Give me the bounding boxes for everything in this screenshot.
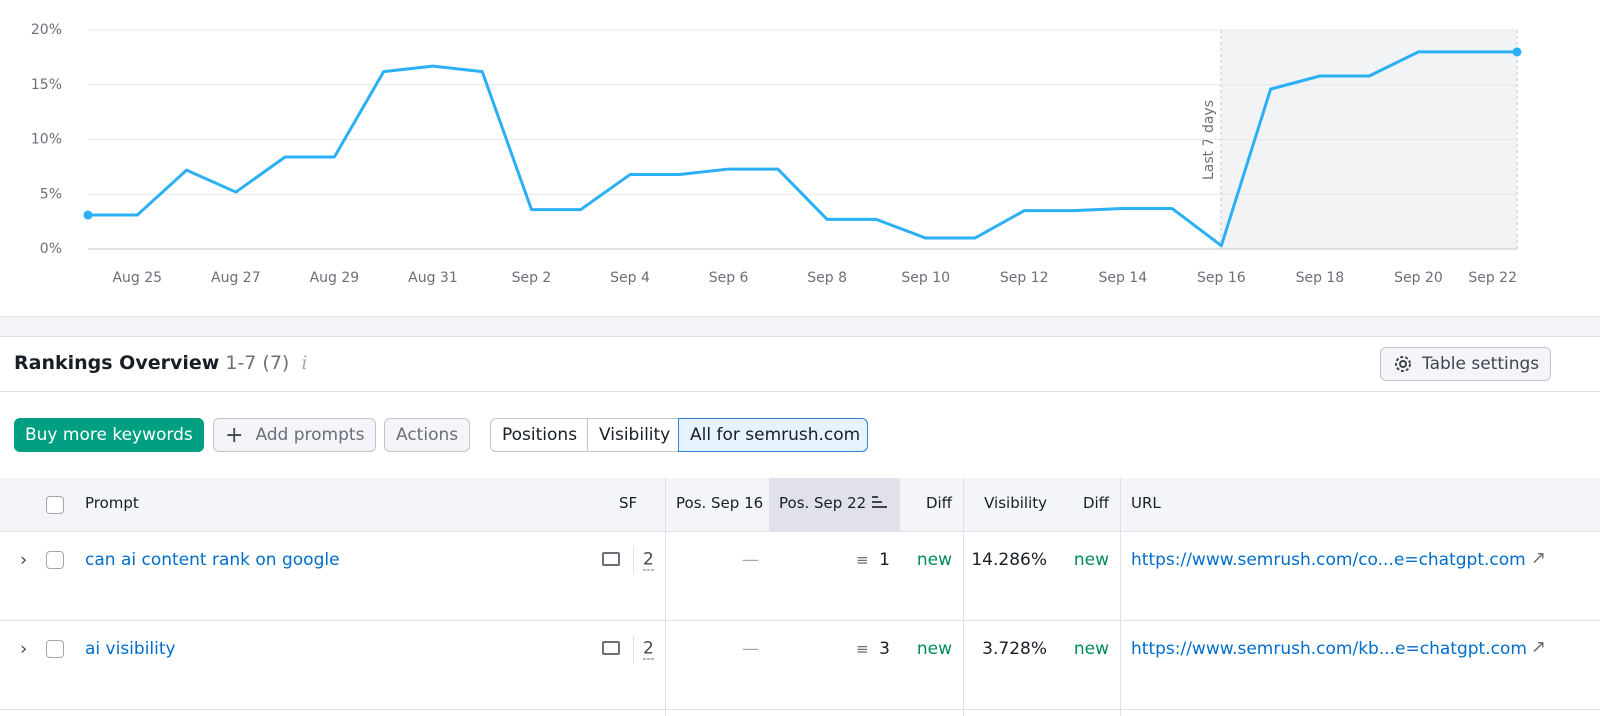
sorted-column <box>769 478 900 531</box>
x-tick-label: Sep 20 <box>1394 270 1443 286</box>
tab[interactable]: Visibility <box>587 418 679 452</box>
column-divider <box>963 478 964 716</box>
prompt-link[interactable]: ai visibility <box>85 639 176 659</box>
gear-icon <box>1395 356 1411 372</box>
tab-label: All for semrush.com <box>690 425 861 445</box>
serp-icon <box>602 552 620 566</box>
column-divider <box>665 478 666 716</box>
section-header: Rankings Overview 1-7 (7) i <box>14 352 307 374</box>
x-tick-label: Sep 4 <box>610 270 650 286</box>
button-label: Table settings <box>1422 354 1540 374</box>
tab-active[interactable]: All for semrush.com <box>678 418 868 452</box>
y-tick-label: 5% <box>40 186 62 202</box>
button-label: Add prompts <box>255 425 365 445</box>
visibility: 3.728% <box>982 639 1047 659</box>
x-tick-label: Sep 8 <box>807 270 847 286</box>
table-settings-button[interactable]: Table settings <box>1380 347 1552 381</box>
x-tick-label: Sep 18 <box>1296 270 1345 286</box>
sf-count[interactable]: 2 <box>643 638 654 660</box>
sort-icon <box>872 496 887 508</box>
row-divider <box>0 709 1600 710</box>
actions-button[interactable]: Actions <box>384 418 471 452</box>
serp-icon <box>602 641 620 655</box>
y-tick-label: 20% <box>31 22 62 38</box>
column-header[interactable]: URL <box>1131 494 1161 512</box>
y-tick-label: 15% <box>31 77 62 93</box>
column-header[interactable]: SF <box>619 494 638 512</box>
x-tick-label: Aug 27 <box>211 270 261 286</box>
tab-label: Visibility <box>599 425 671 445</box>
info-icon[interactable]: i <box>301 352 308 374</box>
url-link[interactable]: https://www.semrush.com/kb...e=chatgpt.c… <box>1131 639 1527 659</box>
row-divider <box>0 620 1600 621</box>
y-tick-label: 10% <box>31 132 62 148</box>
tab-label: Positions <box>502 425 578 445</box>
checkbox[interactable] <box>46 496 64 514</box>
url-link[interactable]: https://www.semrush.com/co...e=chatgpt.c… <box>1131 550 1526 570</box>
x-tick-label: Sep 10 <box>901 270 950 286</box>
x-tick-label: Sep 12 <box>1000 270 1049 286</box>
x-tick-label: Sep 14 <box>1098 270 1147 286</box>
visibility: 14.286% <box>971 550 1047 570</box>
add-prompts-button[interactable]: + Add prompts <box>213 418 377 452</box>
button-label: Actions <box>396 425 459 445</box>
end-point <box>83 210 93 220</box>
pos-current: 1 <box>879 550 890 570</box>
column-divider <box>1120 478 1121 716</box>
column-header[interactable]: Diff <box>1082 494 1109 512</box>
tab[interactable]: Positions <box>490 418 588 452</box>
buy-button[interactable]: Buy more keywords <box>14 418 204 452</box>
column-header[interactable]: Pos. Sep 16 <box>676 494 764 512</box>
chart: Last 7 days 0%5%10%15%20%Aug 25 Aug 27 Aug… <box>31 22 1522 286</box>
sf-count[interactable]: 2 <box>643 549 654 571</box>
x-tick-label: Aug 29 <box>310 270 360 286</box>
pos-prev: — <box>742 550 759 570</box>
ai-icon: ≡ <box>856 551 869 569</box>
plus-icon: + <box>225 422 244 448</box>
data-line <box>88 50 1517 248</box>
prompt-link[interactable]: can ai content rank on google <box>85 550 340 570</box>
expand-chevron[interactable]: › <box>20 638 28 660</box>
x-tick-label: Sep 16 <box>1197 270 1246 286</box>
x-tick-label: Sep 22 <box>1468 270 1517 286</box>
checkbox[interactable] <box>46 551 64 569</box>
ai-icon: ≡ <box>856 640 869 658</box>
column-header[interactable]: Prompt <box>85 494 139 512</box>
cell-divider <box>633 635 634 663</box>
external-link-icon[interactable]: ↗ <box>1531 636 1547 658</box>
x-tick-label: Aug 25 <box>112 270 162 286</box>
column-header[interactable]: Visibility <box>984 494 1047 512</box>
diff: new <box>1073 550 1109 570</box>
separator <box>0 316 1600 337</box>
checkbox[interactable] <box>46 640 64 658</box>
y-tick-label: 0% <box>40 241 62 257</box>
diff: new <box>916 550 952 570</box>
section-range: 1-7 (7) <box>225 352 290 374</box>
divider <box>0 391 1600 392</box>
x-tick-label: Sep 2 <box>512 270 552 286</box>
column-header[interactable]: Diff <box>925 494 952 512</box>
x-tick-label: Aug 31 <box>408 270 458 286</box>
button-label: Buy more keywords <box>25 425 193 445</box>
external-link-icon[interactable]: ↗ <box>1531 547 1547 569</box>
column-header[interactable]: Pos. Sep 22 <box>779 494 867 512</box>
cell-divider <box>633 546 634 574</box>
section-title: Rankings Overview <box>14 352 220 374</box>
pos-prev: — <box>742 639 759 659</box>
x-tick-label: Sep 6 <box>709 270 749 286</box>
diff: new <box>916 639 952 659</box>
pos-current: 3 <box>879 639 890 659</box>
diff: new <box>1073 639 1109 659</box>
end-point <box>1512 47 1522 57</box>
expand-chevron[interactable]: › <box>20 549 28 571</box>
